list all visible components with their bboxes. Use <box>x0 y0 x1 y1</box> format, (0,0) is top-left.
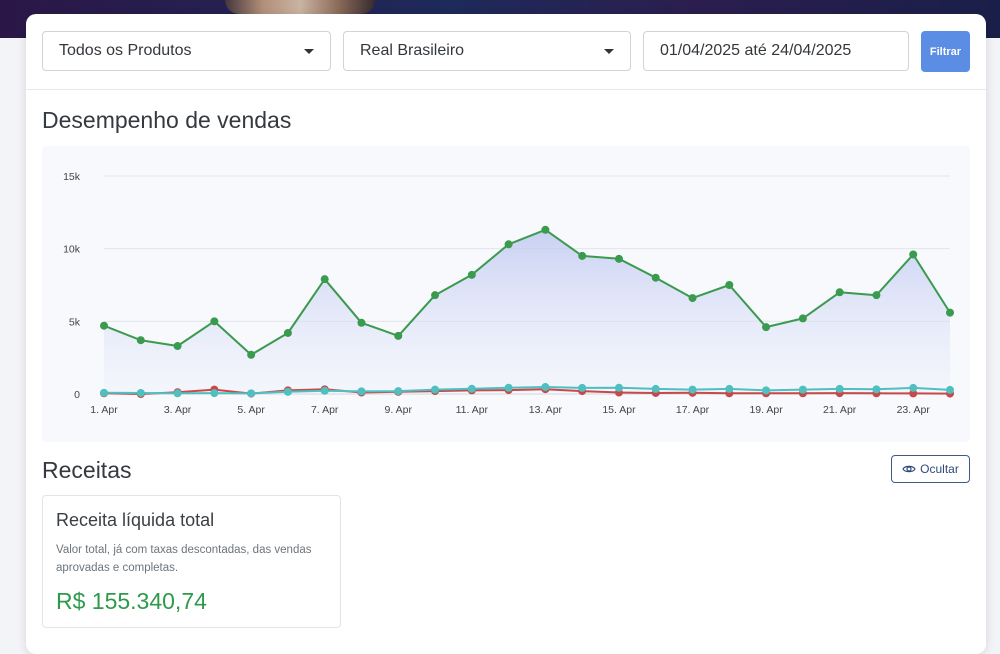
chevron-down-icon <box>604 49 614 54</box>
y-tick-label: 10k <box>63 244 81 256</box>
net-revenue-value: R$ 155.340,74 <box>56 588 207 614</box>
series-0-point[interactable] <box>909 250 918 259</box>
chevron-down-icon <box>304 49 314 54</box>
series-0-point[interactable] <box>210 317 219 326</box>
x-tick-label: 23. Apr <box>897 404 931 416</box>
x-tick-label: 5. Apr <box>237 404 265 416</box>
series-2-point[interactable] <box>614 383 623 392</box>
series-2-point[interactable] <box>247 389 256 398</box>
hide-revenue-label: Ocultar <box>920 462 959 476</box>
series-0-point[interactable] <box>835 288 844 297</box>
series-0-point[interactable] <box>651 273 660 282</box>
y-tick-label: 5k <box>69 316 81 328</box>
x-tick-label: 13. Apr <box>529 404 563 416</box>
date-range-input[interactable]: 01/04/2025 até 24/04/2025 <box>643 31 909 71</box>
series-2-line <box>103 386 951 395</box>
series-0-point[interactable] <box>541 225 550 234</box>
series-2-point[interactable] <box>394 387 403 396</box>
series-2-point[interactable] <box>541 383 550 392</box>
series-2-point[interactable] <box>431 385 440 394</box>
net-revenue-description: Valor total, já com taxas descontadas, d… <box>56 544 312 574</box>
date-range-value: 01/04/2025 até 24/04/2025 <box>660 42 852 59</box>
product-select[interactable]: Todos os Produtos <box>42 31 331 71</box>
y-tick-label: 0 <box>74 389 80 401</box>
series-2-point[interactable] <box>578 383 587 392</box>
series-0-point[interactable] <box>247 350 256 359</box>
x-tick-label: 3. Apr <box>164 404 192 416</box>
series-0-point[interactable] <box>283 328 292 337</box>
x-tick-label: 7. Apr <box>311 404 339 416</box>
filter-button[interactable]: Filtrar <box>921 31 970 72</box>
series-0-point[interactable] <box>467 270 476 279</box>
x-tick-label: 15. Apr <box>602 404 636 416</box>
series-0-point[interactable] <box>320 275 329 284</box>
filter-bar: Todos os Produtos Real Brasileiro 01/04/… <box>26 14 986 90</box>
series-2-point[interactable] <box>504 383 513 392</box>
eye-icon <box>902 465 916 473</box>
series-0-point[interactable] <box>100 321 108 330</box>
net-revenue-card: Receita líquida total Valor total, já co… <box>42 495 341 628</box>
x-tick-label: 21. Apr <box>823 404 857 416</box>
series-2-point[interactable] <box>946 385 954 394</box>
sales-section-title: Desempenho de vendas <box>42 107 292 133</box>
series-0-point[interactable] <box>394 331 403 340</box>
series-2-point[interactable] <box>872 385 881 394</box>
series-0-point[interactable] <box>578 251 587 260</box>
series-2-point[interactable] <box>762 386 771 395</box>
x-tick-label: 1. Apr <box>90 404 118 416</box>
series-0-area <box>104 229 950 394</box>
x-tick-label: 11. Apr <box>456 404 489 416</box>
series-0-point[interactable] <box>946 308 954 317</box>
sales-chart: 0 5k 10k 15k 1. Apr 3. Apr 5. Apr 7. Apr 9. Apr 1… <box>42 146 970 442</box>
banner-photo <box>225 0 375 14</box>
sales-chart-svg: 0 5k 10k 15k 1. Apr 3. Apr 5. Apr 7. Apr 9. Apr 1… <box>63 171 954 416</box>
series-2-point[interactable] <box>835 384 844 393</box>
series-2-point[interactable] <box>798 385 807 394</box>
series-0-point[interactable] <box>688 294 697 303</box>
series-2-point[interactable] <box>173 389 182 398</box>
series-0-point[interactable] <box>357 318 366 327</box>
series-0-point[interactable] <box>798 314 807 323</box>
series-0-point[interactable] <box>173 342 182 351</box>
revenue-section-title: Receitas <box>42 457 132 483</box>
series-2-point[interactable] <box>909 383 918 392</box>
series-2-point[interactable] <box>210 389 219 398</box>
series-0-line <box>103 228 951 356</box>
series-0-point[interactable] <box>136 336 145 345</box>
series-2-point[interactable] <box>688 385 697 394</box>
net-revenue-title: Receita líquida total <box>56 510 215 530</box>
dashboard-panel: Todos os Produtos Real Brasileiro 01/04/… <box>26 14 986 654</box>
y-tick-label: 15k <box>63 171 81 183</box>
currency-select-value: Real Brasileiro <box>360 42 465 59</box>
product-select-value: Todos os Produtos <box>59 42 192 59</box>
series-2-point[interactable] <box>467 384 476 393</box>
currency-select[interactable]: Real Brasileiro <box>343 31 631 71</box>
series-0-point[interactable] <box>762 323 771 332</box>
series-2-point[interactable] <box>320 386 329 395</box>
series-1-point[interactable] <box>909 389 918 398</box>
series-2-point[interactable] <box>283 387 292 396</box>
series-2-point[interactable] <box>725 384 734 393</box>
x-tick-label: 19. Apr <box>749 404 783 416</box>
series-0-point[interactable] <box>725 281 734 289</box>
hide-revenue-button[interactable]: Ocultar <box>891 455 970 483</box>
series-0-point[interactable] <box>872 291 881 300</box>
series-2-point[interactable] <box>100 388 108 397</box>
x-tick-label: 17. Apr <box>676 404 710 416</box>
series-2-point[interactable] <box>136 388 145 397</box>
x-tick-label: 9. Apr <box>385 404 413 416</box>
series-2-point[interactable] <box>651 384 660 393</box>
series-0-point[interactable] <box>431 291 440 300</box>
series-2-point[interactable] <box>357 387 366 396</box>
series-0-point[interactable] <box>614 254 623 263</box>
series-0-point[interactable] <box>504 240 513 249</box>
